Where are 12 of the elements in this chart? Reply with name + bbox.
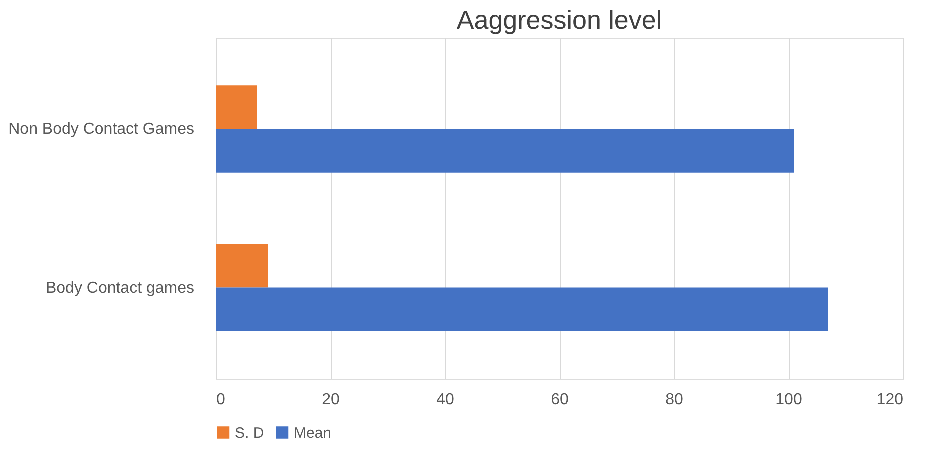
x-tick-label: 0 [216,392,226,408]
x-tick-label: 20 [322,392,340,408]
x-tick-label: 100 [776,392,802,408]
legend-label: Mean [294,424,332,442]
x-tick-label: 120 [876,392,904,408]
x-tick-label: 60 [551,392,569,408]
chart-title: Aaggression level [456,5,662,35]
x-tick-label: 80 [666,392,684,408]
legend-label: S. D [235,424,264,442]
y-tick-label: Non Body Contact Games [8,121,194,138]
x-tick-label: 40 [436,392,454,408]
y-tick-label: Body Contact games [46,280,194,297]
